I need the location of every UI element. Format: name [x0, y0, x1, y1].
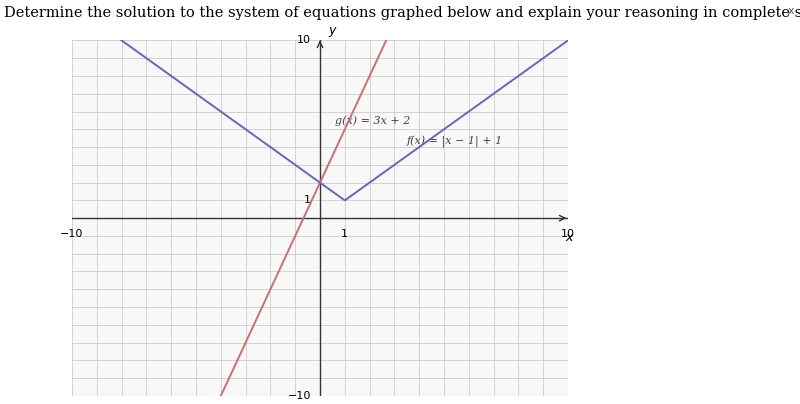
Text: x: x	[788, 6, 794, 16]
Text: g(x) = 3x + 2: g(x) = 3x + 2	[335, 115, 410, 126]
Text: f(x) = |x − 1| + 1: f(x) = |x − 1| + 1	[407, 136, 503, 148]
Text: 1: 1	[342, 229, 348, 239]
Text: x: x	[566, 231, 573, 244]
Text: 10: 10	[561, 229, 575, 239]
Text: −10: −10	[60, 229, 84, 239]
Text: 1: 1	[304, 196, 311, 205]
Text: Determine the solution to the system of equations graphed below and explain your: Determine the solution to the system of …	[4, 6, 800, 20]
Text: y: y	[329, 24, 336, 37]
Text: 10: 10	[298, 36, 311, 45]
Text: −10: −10	[288, 391, 311, 401]
